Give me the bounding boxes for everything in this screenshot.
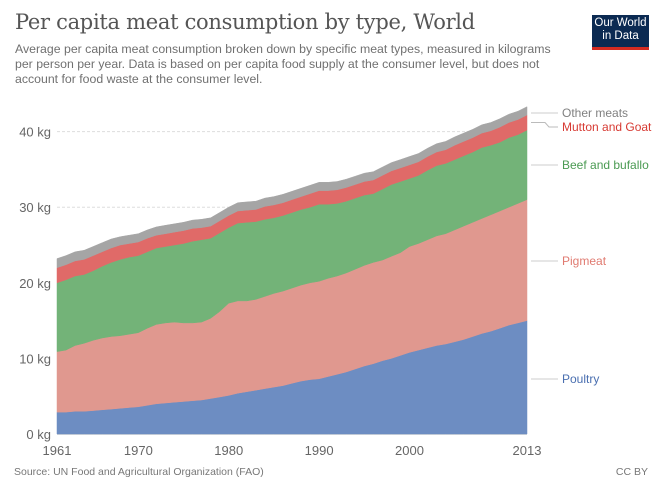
x-tick-label: 2013	[513, 443, 542, 458]
area-series	[56, 106, 528, 435]
legend-item-mutton-and-goat[interactable]: Mutton and Goat	[531, 120, 652, 134]
y-axis-ticks: 0 kg 10 kg 20 kg 30 kg 40 kg	[19, 125, 51, 442]
legend-label: Other meats	[562, 106, 628, 120]
y-tick-label: 10 kg	[19, 351, 51, 366]
y-tick-label: 20 kg	[19, 276, 51, 291]
legend-connector	[531, 122, 558, 128]
y-tick-label: 30 kg	[19, 200, 51, 215]
legend-label: Mutton and Goat	[562, 120, 652, 134]
y-tick-label: 40 kg	[19, 125, 51, 140]
logo-line-2: in Data	[602, 30, 639, 42]
logo-line-1: Our World	[594, 17, 647, 29]
legend-label: Pigmeat	[562, 254, 607, 268]
x-tick-label: 1961	[43, 443, 72, 458]
chart-subtitle: Average per capita meat consumption brok…	[15, 42, 551, 86]
x-tick-label: 1970	[124, 443, 153, 458]
x-tick-label: 1980	[214, 443, 243, 458]
x-tick-label: 1990	[305, 443, 334, 458]
x-tick-label: 2000	[395, 443, 424, 458]
legend-label: Beef and bufallo	[562, 158, 649, 172]
legend: Poultry Pigmeat Beef and bufallo Mutton and…	[531, 106, 652, 386]
x-axis-ticks: 1961 1970 1980 1990 2000 2013	[43, 443, 542, 458]
legend-item-pigmeat[interactable]: Pigmeat	[531, 254, 607, 268]
y-tick-label: 0 kg	[26, 427, 51, 442]
legend-item-beef-and-bufallo[interactable]: Beef and bufallo	[531, 158, 649, 172]
legend-item-other-meats[interactable]: Other meats	[531, 106, 628, 120]
legend-item-poultry[interactable]: Poultry	[531, 372, 599, 386]
source-note: Source: UN Food and Agricultural Organiz…	[14, 466, 264, 478]
chart-title: Per capita meat consumption by type, Wor…	[15, 10, 475, 34]
owid-logo[interactable]: Our World in Data	[592, 15, 649, 50]
area-other-meats[interactable]	[56, 106, 528, 269]
legend-label: Poultry	[562, 372, 599, 386]
license-link[interactable]: CC BY	[615, 466, 648, 478]
